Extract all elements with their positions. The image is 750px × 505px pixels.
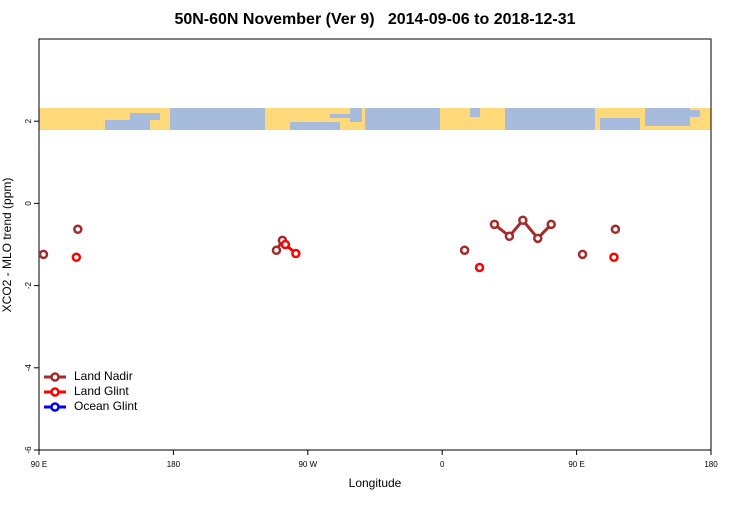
map-water bbox=[645, 110, 700, 117]
legend-label: Ocean Glint bbox=[74, 399, 138, 413]
map-water bbox=[330, 114, 360, 118]
x-tick-label: 180 bbox=[167, 460, 181, 469]
data-point bbox=[459, 245, 470, 256]
map-water bbox=[350, 108, 362, 122]
x-tick-label: 90 W bbox=[298, 460, 317, 469]
legend-marker bbox=[50, 387, 60, 397]
y-tick-label: -4 bbox=[24, 364, 33, 372]
data-point bbox=[474, 262, 485, 273]
legend-marker bbox=[50, 402, 60, 412]
legend-label: Land Glint bbox=[74, 384, 129, 398]
y-tick-label: 0 bbox=[24, 201, 33, 206]
y-axis-label: XCO2 - MLO trend (ppm) bbox=[0, 178, 14, 313]
map-water bbox=[105, 120, 150, 130]
data-point bbox=[518, 215, 528, 226]
x-tick-label: 90 E bbox=[31, 460, 47, 469]
data-point bbox=[271, 245, 282, 256]
data-point bbox=[609, 252, 619, 262]
map-water bbox=[290, 122, 340, 130]
data-point bbox=[71, 252, 82, 262]
map-water bbox=[365, 108, 440, 130]
x-axis-label: Longitude bbox=[349, 476, 402, 490]
data-point bbox=[546, 219, 556, 230]
chart-title: 50N-60N November (Ver 9) 2014-09-06 to 2… bbox=[174, 11, 575, 28]
x-tick-label: 0 bbox=[440, 460, 445, 469]
legend-marker bbox=[50, 372, 60, 382]
data-point bbox=[73, 224, 83, 235]
plot-frame bbox=[38, 38, 712, 451]
map-water bbox=[130, 113, 160, 120]
legend-label: Land Nadir bbox=[74, 369, 133, 383]
y-tick-label: -2 bbox=[24, 281, 33, 289]
data-point bbox=[610, 224, 621, 235]
map-water bbox=[505, 108, 595, 130]
data-point bbox=[489, 219, 500, 230]
data-point bbox=[38, 249, 49, 260]
data-point bbox=[533, 233, 543, 244]
x-tick-label: 90 E bbox=[568, 460, 584, 469]
map-water bbox=[470, 108, 480, 117]
y-tick-label: 2 bbox=[24, 118, 33, 123]
x-tick-label: 180 bbox=[704, 460, 718, 469]
data-point bbox=[280, 239, 291, 250]
y-tick-label: -6 bbox=[24, 446, 33, 454]
data-point bbox=[291, 248, 301, 259]
map-water bbox=[170, 108, 265, 130]
map-water bbox=[600, 118, 640, 130]
data-point bbox=[577, 249, 588, 260]
data-point bbox=[504, 231, 515, 242]
